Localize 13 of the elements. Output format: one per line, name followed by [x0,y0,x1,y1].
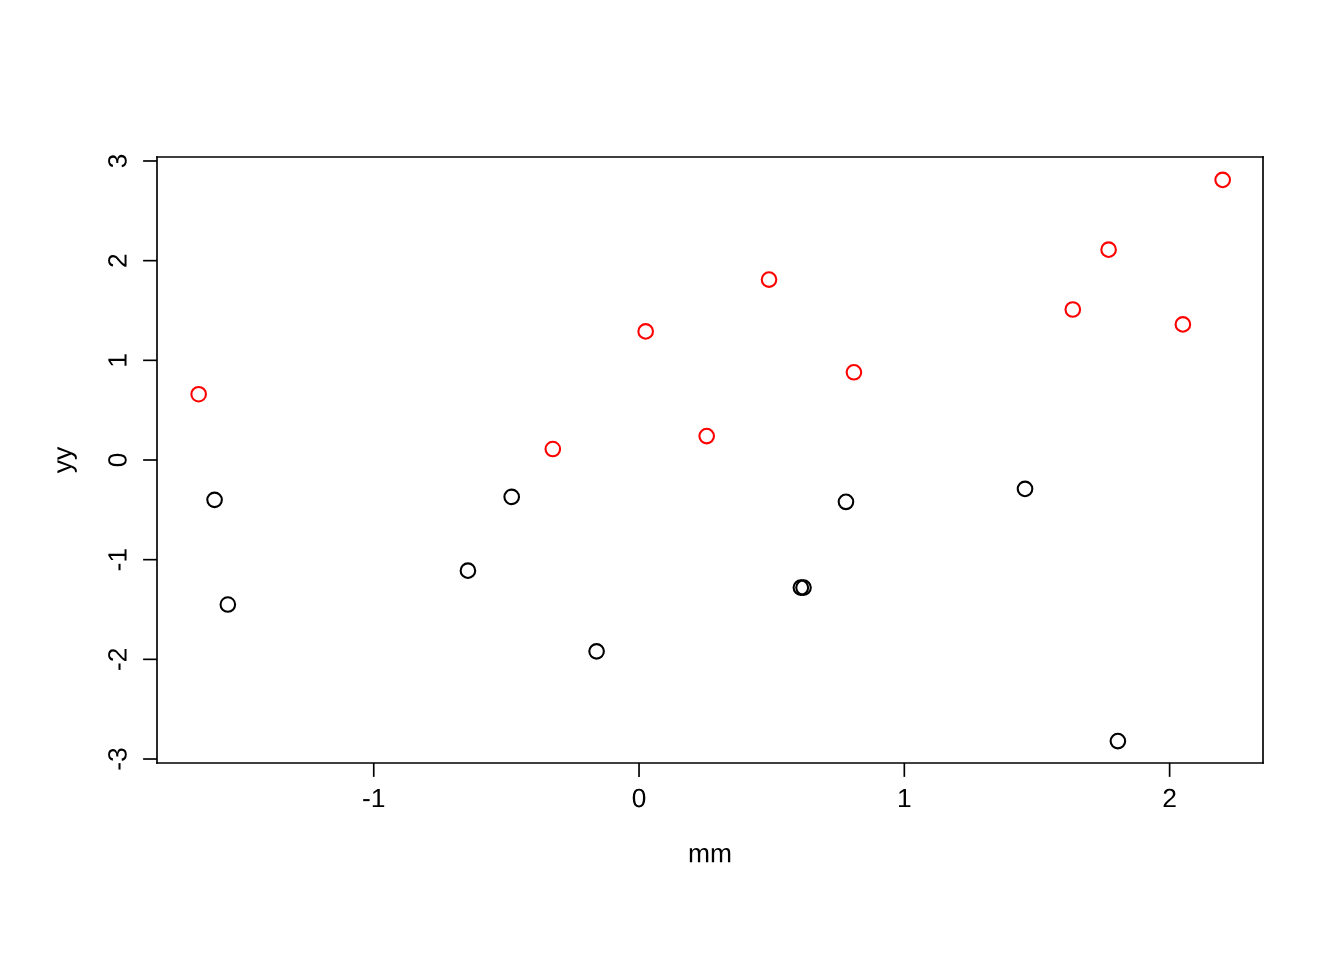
x-tick-label: 1 [899,788,911,808]
y-tick-label: 2 [108,254,127,267]
x-tick-label: 0 [632,788,646,808]
x-tick-label: -1 [363,788,385,808]
y-tick-label: -3 [108,748,127,770]
y-tick-label: 0 [108,453,127,467]
y-tick-label: 1 [108,354,127,366]
x-tick-label: 2 [1163,788,1176,808]
y-tick-label: 3 [108,154,127,168]
y-tick-label: -2 [108,648,127,670]
x-axis-title: mm [689,848,731,863]
y-tick-label: -1 [108,549,127,571]
y-axis-title: yy [57,446,77,474]
